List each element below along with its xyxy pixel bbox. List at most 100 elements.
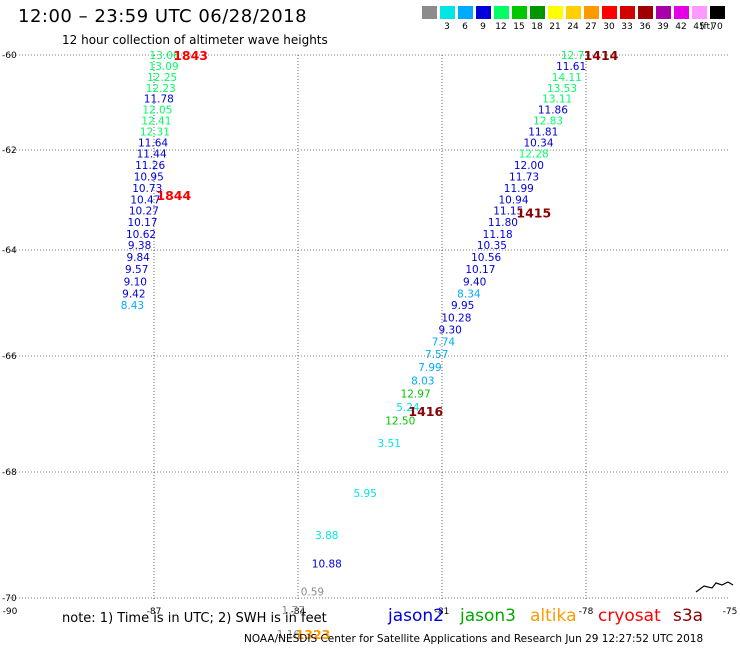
wave-height-point: 11.99 — [504, 183, 534, 195]
wave-height-point: 9.30 — [438, 325, 461, 337]
legend-label: 36 — [639, 22, 651, 32]
y-tick-label: -66 — [2, 352, 17, 362]
wave-height-point: 10.35 — [477, 240, 507, 252]
legend-swatch — [710, 6, 725, 19]
legend-label: 39 — [657, 22, 669, 32]
wave-height-point: 9.57 — [125, 264, 148, 276]
x-tick-label: -75 — [723, 607, 738, 617]
wave-height-point: 9.10 — [124, 276, 147, 288]
legend-swatch — [458, 6, 473, 19]
wave-height-point: 11.15 — [493, 206, 523, 218]
wave-height-point: 10.27 — [129, 206, 159, 218]
legend-swatch — [566, 6, 581, 19]
wave-height-point: 12.05 — [142, 105, 172, 117]
coastline — [695, 581, 734, 593]
wave-height-point: 9.42 — [122, 288, 145, 300]
time-label: 1414 — [584, 48, 619, 63]
wave-height-point: 3.88 — [315, 530, 338, 542]
wave-height-point: 13.09 — [149, 61, 179, 73]
legend-label: 45 — [693, 22, 705, 32]
wave-height-point: 10.17 — [127, 217, 157, 229]
legend-swatch — [548, 6, 563, 19]
y-tick-label: -70 — [2, 594, 17, 604]
wave-height-point: 11.73 — [509, 172, 539, 184]
legend-label: 15 — [513, 22, 525, 32]
legend-swatch — [476, 6, 491, 19]
wave-height-point: 11.61 — [556, 61, 586, 73]
wave-height-point: 12.25 — [147, 72, 177, 84]
wave-height-point: 7.57 — [425, 349, 448, 361]
chart-title: 12:00 – 23:59 UTC 06/28/2018 — [18, 6, 308, 27]
legend-label: 12 — [495, 22, 507, 32]
wave-height-point: 9.40 — [463, 276, 486, 288]
legend-swatch — [692, 6, 707, 19]
legend-swatch — [530, 6, 545, 19]
wave-height-point: 11.80 — [488, 217, 518, 229]
wave-height-point: 13.53 — [547, 83, 577, 95]
grid-lines — [10, 54, 730, 600]
y-tick-label: -68 — [2, 468, 17, 478]
legend-swatch — [512, 6, 527, 19]
wave-height-point: 12.23 — [146, 83, 176, 95]
wave-height-point: 11.86 — [538, 105, 568, 117]
time-label: 1415 — [516, 206, 551, 221]
legend-label: 27 — [585, 22, 597, 32]
wave-height-point: 12.50 — [385, 415, 415, 427]
satellite-jason3: jason3 — [460, 606, 516, 626]
wave-height-point: 12.00 — [514, 160, 544, 172]
legend-label: 21 — [549, 22, 561, 32]
legend-swatch — [602, 6, 617, 19]
wave-height-point: 12.83 — [533, 116, 563, 128]
wave-height-point: 1.16 — [277, 629, 301, 641]
legend-label: 6 — [462, 22, 468, 32]
axis-tick-labels: -90 -87 -84 -81 -78 -75 -60 -62 -64 -66 -68 -70 — [2, 51, 737, 617]
legend-swatch — [422, 6, 437, 19]
wave-height-point: 12.97 — [401, 389, 431, 401]
legend-label: 30 — [603, 22, 615, 32]
legend-swatch — [620, 6, 635, 19]
legend-swatch — [656, 6, 671, 19]
wave-height-point: 0.59 — [301, 587, 324, 599]
legend-label: 9 — [480, 22, 486, 32]
wave-height-point: 12.41 — [141, 116, 171, 128]
x-tick-label: -87 — [147, 607, 162, 617]
wave-height-point: 10.17 — [465, 264, 495, 276]
wave-height-point: 12.71 — [561, 50, 591, 62]
satellite-cryosat: cryosat — [598, 606, 661, 626]
wave-height-point: 9.84 — [126, 252, 150, 264]
wave-height-point: 8.34 — [457, 288, 481, 300]
satellite-altika: altika — [530, 606, 577, 626]
wave-height-point: 3.51 — [378, 438, 401, 450]
wave-height-point: 12.31 — [140, 126, 170, 138]
wave-height-point: 10.73 — [132, 183, 162, 195]
x-tick-label: -90 — [3, 607, 18, 617]
legend-swatch — [638, 6, 653, 19]
wave-height-point: 12.28 — [519, 149, 549, 161]
legend-label: 42 — [675, 22, 687, 32]
wave-height-point: 11.81 — [528, 126, 558, 138]
time-label: 1323 — [296, 627, 331, 642]
legend-swatch — [584, 6, 599, 19]
y-tick-label: -64 — [2, 246, 17, 256]
wave-height-point: 8.43 — [121, 300, 144, 312]
wave-height-point: 13.06 — [150, 50, 180, 62]
time-label: 1843 — [173, 48, 208, 63]
y-tick-label: -62 — [2, 146, 17, 156]
time-label: 1844 — [156, 188, 191, 203]
legend-swatch — [494, 6, 509, 19]
wave-height-point: 5.95 — [354, 488, 377, 500]
satellite-s3a: s3a — [673, 606, 704, 626]
wave-height-point: 9.95 — [451, 300, 474, 312]
wave-height-point: 9.38 — [128, 240, 151, 252]
wave-height-point: 11.26 — [135, 160, 165, 172]
wave-height-point: 10.34 — [523, 137, 553, 149]
x-tick-label: -84 — [291, 607, 306, 617]
wave-height-point: 10.95 — [134, 172, 164, 184]
wave-height-point: 13.11 — [542, 94, 572, 106]
wave-height-point: 7.99 — [418, 362, 441, 374]
legend-label: 70 — [711, 22, 723, 32]
wave-height-point: 11.44 — [137, 149, 167, 161]
x-tick-label: -81 — [435, 607, 450, 617]
